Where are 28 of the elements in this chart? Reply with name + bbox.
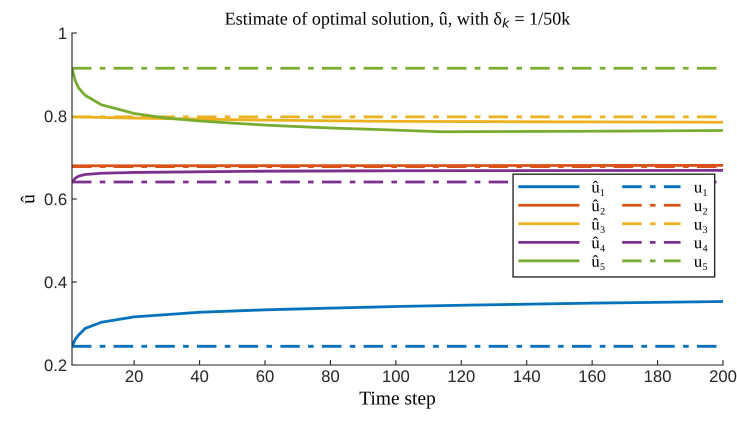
y-tick-label: 0.4 [44,276,67,288]
legend-label: u₅ [694,259,708,270]
y-tick-label: 0.2 [44,359,66,372]
y-tick-label: 1 [59,28,66,40]
legend-label: û₁ [592,180,604,196]
x-tick-label: 100 [383,370,410,382]
legend-label: û₃ [592,218,605,234]
y-tick-label: 0.6 [44,193,66,206]
legend-label: u₁ [694,184,707,196]
legend-label: u₂ [694,203,708,214]
x-axis-title: Time step [360,392,436,409]
legend-label: u₄ [694,240,708,252]
x-tick-label: 140 [514,370,540,382]
x-tick-label: 160 [580,370,606,382]
x-tick-label: 200 [710,370,736,382]
x-tick-label: 20 [126,370,143,382]
x-tick-label: 80 [322,370,340,382]
x-tick-label: 180 [644,370,671,382]
legend-label: û₄ [592,236,605,252]
chart-title: Estimate of optimal solution, û, with δ$_{k}$ = 1/50k [225,12,570,28]
x-tick-label: 60 [256,370,274,382]
y-tick-label: 0.8 [44,110,66,122]
x-tick-label: 40 [190,370,208,382]
x-tick-label: 120 [448,370,475,382]
legend-label: û₂ [592,199,605,214]
legend-label: u₃ [694,222,708,234]
legend-label: û₅ [592,255,605,270]
y-axis-title: û [20,194,34,204]
